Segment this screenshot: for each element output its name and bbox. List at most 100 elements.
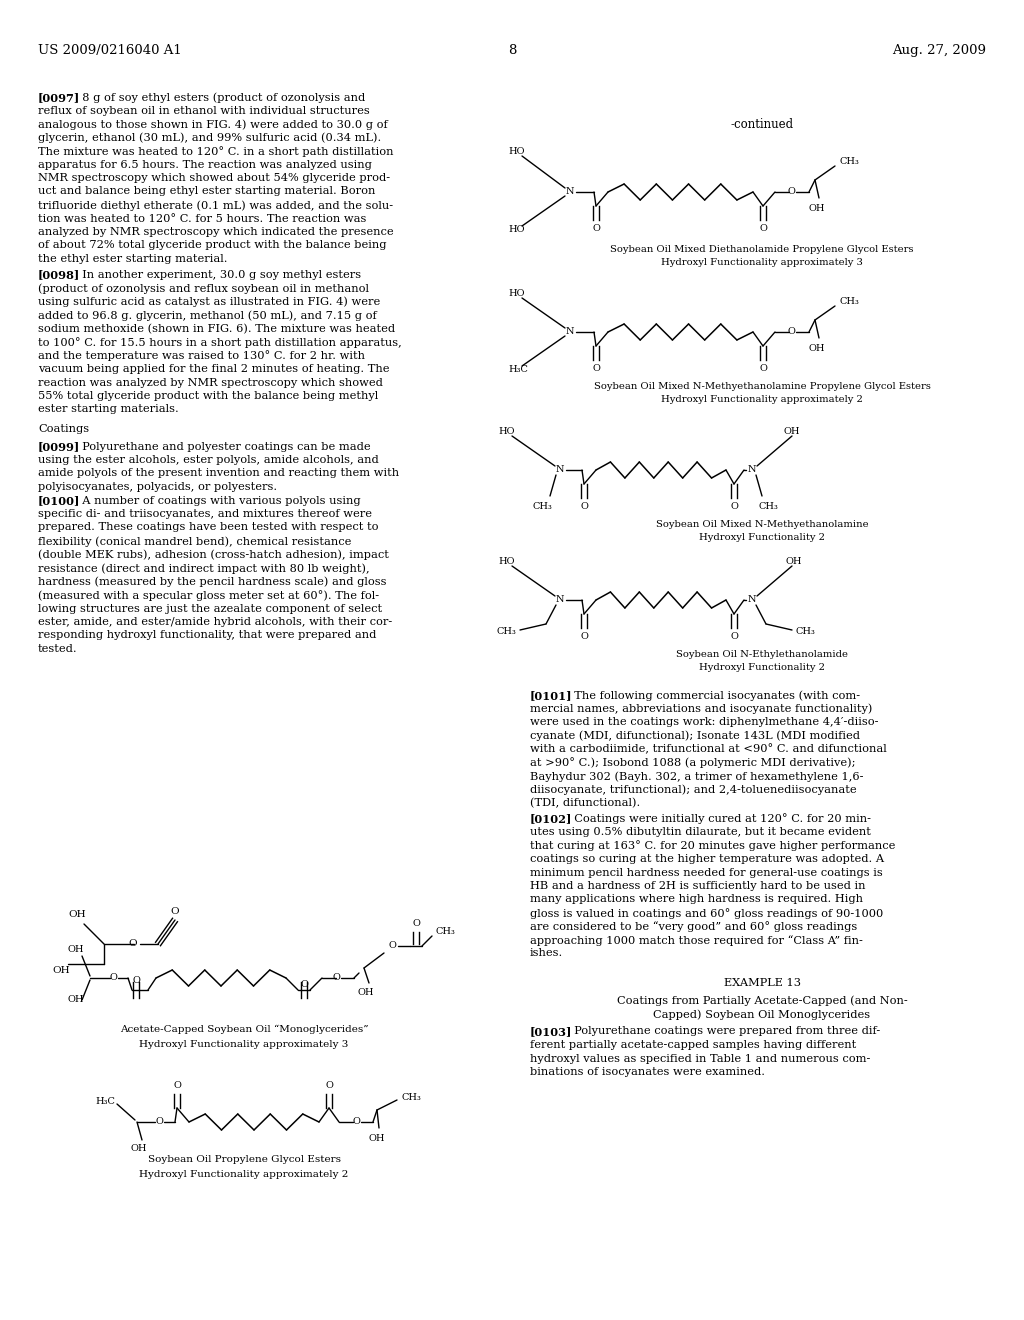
Text: [0097]: [0097] xyxy=(38,92,80,103)
Text: OH: OH xyxy=(809,345,825,352)
Text: Aug. 27, 2009: Aug. 27, 2009 xyxy=(892,44,986,57)
Text: OH: OH xyxy=(68,909,86,919)
Text: HO: HO xyxy=(498,428,514,437)
Text: responding hydroxyl functionality, that were prepared and: responding hydroxyl functionality, that … xyxy=(38,631,377,640)
Text: O: O xyxy=(388,941,396,950)
Text: O: O xyxy=(352,1118,360,1126)
Text: tion was heated to 120° C. for 5 hours. The reaction was: tion was heated to 120° C. for 5 hours. … xyxy=(38,214,367,223)
Text: O: O xyxy=(300,979,308,989)
Text: Hydroxyl Functionality approximately 2: Hydroxyl Functionality approximately 2 xyxy=(662,395,863,404)
Text: In another experiment, 30.0 g soy methyl esters: In another experiment, 30.0 g soy methyl… xyxy=(75,269,361,280)
Text: binations of isocyanates were examined.: binations of isocyanates were examined. xyxy=(530,1067,765,1077)
Text: 55% total glyceride product with the balance being methyl: 55% total glyceride product with the bal… xyxy=(38,391,378,401)
Text: diisocyanate, trifunctional); and 2,4-toluenediisocyanate: diisocyanate, trifunctional); and 2,4-to… xyxy=(530,784,857,795)
Text: tested.: tested. xyxy=(38,644,78,653)
Text: mercial names, abbreviations and isocyanate functionality): mercial names, abbreviations and isocyan… xyxy=(530,704,872,714)
Text: NMR spectroscopy which showed about 54% glyceride prod-: NMR spectroscopy which showed about 54% … xyxy=(38,173,390,183)
Text: [0101]: [0101] xyxy=(530,690,572,701)
Text: Hydroxyl Functionality 2: Hydroxyl Functionality 2 xyxy=(699,533,825,543)
Text: N: N xyxy=(556,466,564,474)
Text: specific di- and triisocyanates, and mixtures thereof were: specific di- and triisocyanates, and mix… xyxy=(38,510,372,519)
Text: using sulfuric acid as catalyst as illustrated in FIG. 4) were: using sulfuric acid as catalyst as illus… xyxy=(38,297,380,308)
Text: amide polyols of the present invention and reacting them with: amide polyols of the present invention a… xyxy=(38,469,399,479)
Text: the ethyl ester starting material.: the ethyl ester starting material. xyxy=(38,253,227,264)
Text: A number of coatings with various polyols using: A number of coatings with various polyol… xyxy=(75,495,360,506)
Text: Acetate-Capped Soybean Oil “Monoglycerides”: Acetate-Capped Soybean Oil “Monoglycerid… xyxy=(120,1026,369,1035)
Text: (double MEK rubs), adhesion (cross-hatch adhesion), impact: (double MEK rubs), adhesion (cross-hatch… xyxy=(38,549,389,560)
Text: analogous to those shown in FIG. 4) were added to 30.0 g of: analogous to those shown in FIG. 4) were… xyxy=(38,119,388,129)
Text: and the temperature was raised to 130° C. for 2 hr. with: and the temperature was raised to 130° C… xyxy=(38,351,365,362)
Text: EXAMPLE 13: EXAMPLE 13 xyxy=(724,978,801,987)
Text: Hydroxyl Functionality approximately 3: Hydroxyl Functionality approximately 3 xyxy=(662,257,863,267)
Text: CH₃: CH₃ xyxy=(436,928,456,936)
Text: Polyurethane coatings were prepared from three dif-: Polyurethane coatings were prepared from… xyxy=(567,1027,881,1036)
Text: Capped) Soybean Oil Monoglycerides: Capped) Soybean Oil Monoglycerides xyxy=(653,1008,870,1019)
Text: Coatings: Coatings xyxy=(38,424,89,434)
Text: The following commercial isocyanates (with com-: The following commercial isocyanates (wi… xyxy=(567,690,860,701)
Text: O: O xyxy=(787,187,795,197)
Text: O: O xyxy=(110,974,117,982)
Text: added to 96.8 g. glycerin, methanol (50 mL), and 7.15 g of: added to 96.8 g. glycerin, methanol (50 … xyxy=(38,310,377,321)
Text: O: O xyxy=(580,502,588,511)
Text: HO: HO xyxy=(498,557,514,566)
Text: (product of ozonolysis and reflux soybean oil in methanol: (product of ozonolysis and reflux soybea… xyxy=(38,282,369,293)
Text: H₃C: H₃C xyxy=(508,366,528,375)
Text: [0102]: [0102] xyxy=(530,813,572,825)
Text: The mixture was heated to 120° C. in a short path distillation: The mixture was heated to 120° C. in a s… xyxy=(38,147,393,157)
Text: 8: 8 xyxy=(508,44,516,57)
Text: HO: HO xyxy=(508,148,524,157)
Text: OH: OH xyxy=(783,428,800,437)
Text: Soybean Oil Propylene Glycol Esters: Soybean Oil Propylene Glycol Esters xyxy=(147,1155,341,1164)
Text: polyisocyanates, polyacids, or polyesters.: polyisocyanates, polyacids, or polyester… xyxy=(38,482,278,492)
Text: (TDI, difunctional).: (TDI, difunctional). xyxy=(530,799,640,808)
Text: using the ester alcohols, ester polyols, amide alcohols, and: using the ester alcohols, ester polyols,… xyxy=(38,455,379,465)
Text: at >90° C.); Isobond 1088 (a polymeric MDI derivative);: at >90° C.); Isobond 1088 (a polymeric M… xyxy=(530,758,855,768)
Text: glycerin, ethanol (30 mL), and 99% sulfuric acid (0.34 mL).: glycerin, ethanol (30 mL), and 99% sulfu… xyxy=(38,132,381,143)
Text: Soybean Oil N-Ethylethanolamide: Soybean Oil N-Ethylethanolamide xyxy=(676,649,848,659)
Text: O: O xyxy=(412,919,420,928)
Text: were used in the coatings work: diphenylmethane 4,4′-diiso-: were used in the coatings work: diphenyl… xyxy=(530,717,879,727)
Text: OH: OH xyxy=(369,1134,385,1143)
Text: [0099]: [0099] xyxy=(38,441,80,453)
Text: Bayhydur 302 (Bayh. 302, a trimer of hexamethylene 1,6-: Bayhydur 302 (Bayh. 302, a trimer of hex… xyxy=(530,771,863,781)
Text: N: N xyxy=(565,187,574,197)
Text: [0098]: [0098] xyxy=(38,269,80,281)
Text: HO: HO xyxy=(508,226,524,235)
Text: OH: OH xyxy=(131,1144,147,1152)
Text: 8 g of soy ethyl esters (product of ozonolysis and: 8 g of soy ethyl esters (product of ozon… xyxy=(75,92,366,103)
Text: sodium methoxide (shown in FIG. 6). The mixture was heated: sodium methoxide (shown in FIG. 6). The … xyxy=(38,323,395,334)
Text: CH₃: CH₃ xyxy=(839,157,859,166)
Text: minimum pencil hardness needed for general-use coatings is: minimum pencil hardness needed for gener… xyxy=(530,867,883,878)
Text: Soybean Oil Mixed Diethanolamide Propylene Glycol Esters: Soybean Oil Mixed Diethanolamide Propyle… xyxy=(610,246,913,253)
Text: [0103]: [0103] xyxy=(530,1027,572,1038)
Text: Polyurethane and polyester coatings can be made: Polyurethane and polyester coatings can … xyxy=(75,441,371,451)
Text: OH: OH xyxy=(785,557,802,566)
Text: ester starting materials.: ester starting materials. xyxy=(38,404,179,414)
Text: OH: OH xyxy=(809,205,825,213)
Text: O: O xyxy=(759,364,767,374)
Text: HB and a hardness of 2H is sufficiently hard to be used in: HB and a hardness of 2H is sufficiently … xyxy=(530,880,865,891)
Text: O: O xyxy=(730,502,738,511)
Text: trifluoride diethyl etherate (0.1 mL) was added, and the solu-: trifluoride diethyl etherate (0.1 mL) wa… xyxy=(38,201,393,211)
Text: OH: OH xyxy=(357,987,374,997)
Text: O: O xyxy=(171,907,179,916)
Text: O: O xyxy=(592,224,600,234)
Text: OH: OH xyxy=(68,995,85,1005)
Text: resistance (direct and indirect impact with 80 lb weight),: resistance (direct and indirect impact w… xyxy=(38,564,370,574)
Text: O: O xyxy=(580,632,588,642)
Text: CH₃: CH₃ xyxy=(758,502,778,511)
Text: reflux of soybean oil in ethanol with individual structures: reflux of soybean oil in ethanol with in… xyxy=(38,106,370,116)
Text: hydroxyl values as specified in Table 1 and numerous com-: hydroxyl values as specified in Table 1 … xyxy=(530,1053,870,1064)
Text: cyanate (MDI, difunctional); Isonate 143L (MDI modified: cyanate (MDI, difunctional); Isonate 143… xyxy=(530,730,860,741)
Text: with a carbodiimide, trifunctional at <90° C. and difunctional: with a carbodiimide, trifunctional at <9… xyxy=(530,744,887,755)
Text: N: N xyxy=(748,595,757,605)
Text: ester, amide, and ester/amide hybrid alcohols, with their cor-: ester, amide, and ester/amide hybrid alc… xyxy=(38,616,392,627)
Text: OH: OH xyxy=(68,945,85,954)
Text: O: O xyxy=(730,632,738,642)
Text: [0100]: [0100] xyxy=(38,495,80,507)
Text: O: O xyxy=(325,1081,333,1090)
Text: prepared. These coatings have been tested with respect to: prepared. These coatings have been teste… xyxy=(38,523,379,532)
Text: ishes.: ishes. xyxy=(530,949,563,958)
Text: O: O xyxy=(173,1081,181,1090)
Text: coatings so curing at the higher temperature was adopted. A: coatings so curing at the higher tempera… xyxy=(530,854,884,865)
